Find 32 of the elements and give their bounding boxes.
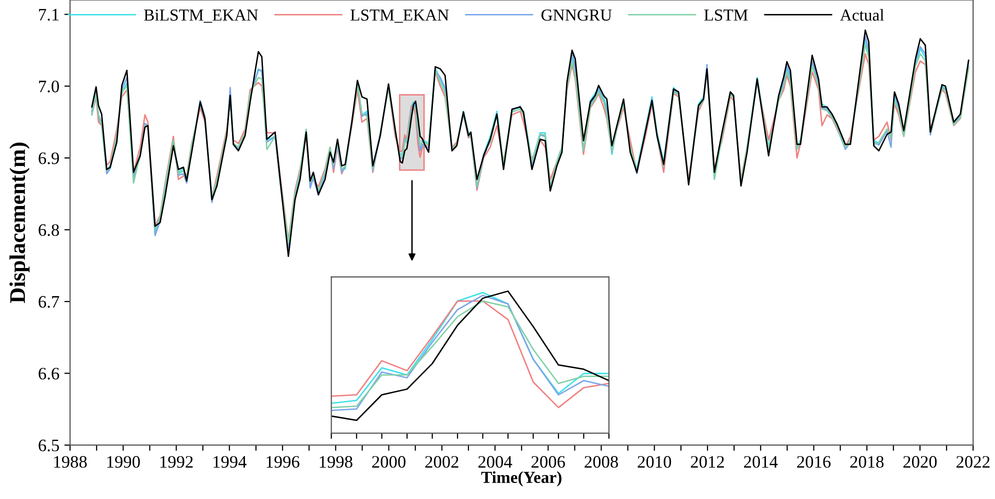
legend-label: Actual [840, 8, 884, 21]
legend-label: BiLSTM_EKAN [144, 10, 258, 23]
x-tick-label: 2010 [638, 456, 672, 468]
y-tick-label: 6.9 [38, 152, 59, 164]
y-tick-label: 6.7 [38, 296, 60, 308]
x-tick-label: 1994 [214, 456, 246, 468]
x-tick-label: 2006 [532, 456, 565, 468]
x-tick-label: 2008 [584, 456, 618, 468]
x-axis-title: Time(Year) [481, 471, 562, 486]
legend-label: LSTM [704, 10, 748, 21]
x-tick-label: 1990 [107, 456, 140, 468]
x-tick-label: 2012 [690, 456, 724, 468]
y-tick-label: 6.8 [38, 224, 59, 236]
y-tick-label: 6.6 [38, 368, 60, 380]
y-tick-label: 6.5 [38, 440, 59, 452]
y-tick-label: 7.0 [39, 80, 59, 92]
x-tick-label: 2002 [425, 456, 458, 468]
x-tick-label: 1998 [320, 456, 352, 468]
x-tick-label: 2020 [903, 456, 937, 468]
x-tick-label: 2014 [744, 456, 778, 468]
x-tick-label: 2004 [478, 456, 512, 468]
x-tick-label: 1996 [266, 456, 300, 468]
x-tick-label: 2016 [797, 456, 831, 468]
legend-label: GNNGRU [541, 10, 612, 21]
x-tick-label: 2022 [956, 456, 990, 468]
y-tick-label: 7.1 [39, 8, 59, 21]
y-axis-title: Displacement(m) [9, 142, 30, 304]
x-tick-label: 1992 [160, 456, 193, 468]
x-tick-label: 2018 [850, 456, 884, 468]
legend-label: LSTM_EKAN [350, 10, 449, 23]
x-tick-label: 2000 [372, 456, 406, 468]
x-tick-label: 1988 [54, 456, 87, 468]
